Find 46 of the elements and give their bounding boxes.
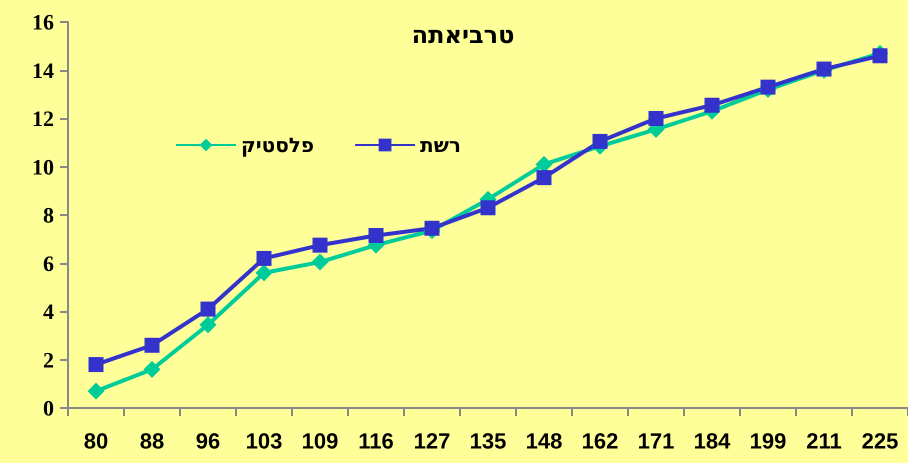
x-tick-label: 162 [582, 428, 618, 454]
y-tick-label: 8 [43, 202, 54, 228]
x-tick-label: 103 [246, 428, 282, 454]
x-tick-label: 88 [140, 428, 164, 454]
y-tick-label: 2 [43, 347, 54, 372]
point [144, 360, 160, 378]
point [760, 80, 776, 95]
point [648, 111, 664, 126]
point [480, 200, 496, 216]
point [424, 220, 440, 236]
point [872, 48, 888, 64]
legend-label: פלסטיק [241, 133, 314, 157]
y-tick-label: 12 [32, 106, 54, 131]
x-tick-label: 171 [638, 428, 674, 454]
point [592, 134, 608, 149]
point [88, 357, 104, 372]
y-tick-label: 14 [32, 58, 54, 83]
point [88, 382, 104, 400]
y-tick-label: 10 [32, 154, 54, 180]
chart-title: טרביאתה [412, 21, 514, 49]
x-tick-label: 184 [694, 428, 732, 454]
point [312, 238, 328, 253]
point [144, 338, 160, 353]
legend-label: רשת [420, 133, 461, 157]
y-tick-label: 16 [32, 10, 54, 34]
x-tick-label: 96 [196, 428, 220, 454]
x-tick-label: 109 [302, 428, 338, 454]
y-tick-label: 6 [43, 250, 54, 276]
point [704, 98, 720, 113]
x-tick-label: 127 [414, 428, 450, 454]
point [256, 250, 272, 266]
point [256, 264, 272, 282]
x-tick-label: 199 [750, 428, 786, 454]
point [200, 316, 216, 334]
x-tick-label: 148 [526, 428, 562, 454]
point [536, 170, 552, 186]
point [312, 254, 328, 271]
point [200, 302, 216, 317]
y-tick-label: 0 [43, 396, 54, 420]
x-tick-label: 80 [84, 428, 108, 454]
y-tick-label: 4 [43, 299, 54, 324]
x-tick-label: 135 [470, 428, 506, 454]
x-tick-label: 116 [358, 428, 394, 454]
x-tick-label: 225 [862, 428, 898, 454]
x-tick-label: 211 [806, 428, 842, 454]
point [368, 228, 384, 244]
